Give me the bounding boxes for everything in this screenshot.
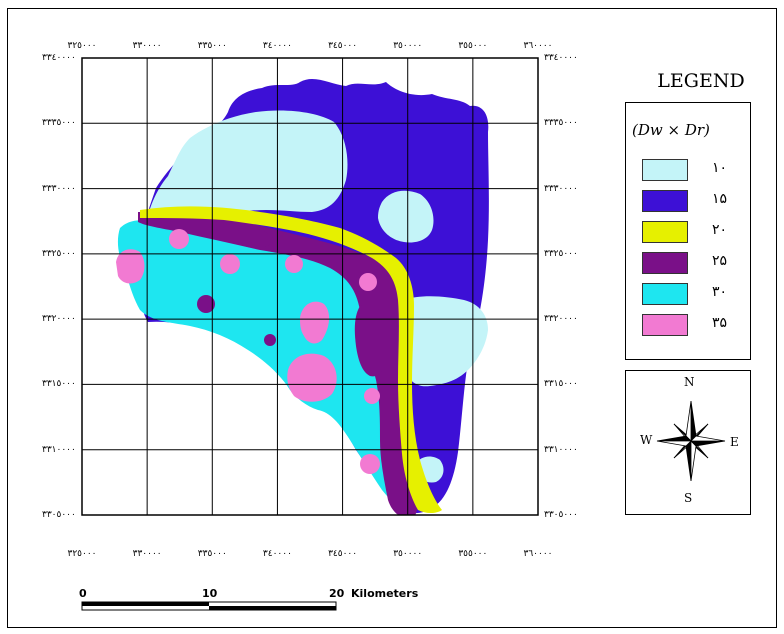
region-class-35 [359, 273, 377, 291]
legend-title: LEGEND [657, 70, 745, 92]
tick-label: ٣٣٣٠٠٠٠ [42, 183, 76, 194]
tick-label: ٣٣١٠٠٠٠ [544, 444, 578, 455]
map-border [81, 57, 539, 516]
region-class-35 [364, 388, 380, 404]
tick-label: ٣٣١٥٠٠٠ [42, 379, 76, 390]
tick-label: ٣٥٠٠٠٠ [393, 549, 423, 559]
tick-label: ٣٣٢٥٠٠٠ [42, 248, 76, 259]
region-class-25 [138, 212, 419, 515]
coordinate-grid [81, 57, 539, 516]
tick-label: ٣٥٠٠٠٠ [393, 41, 423, 51]
tick-label: ٣٤٥٠٠٠ [328, 549, 358, 559]
tick-label: ٣٥٥٠٠٠ [458, 41, 488, 51]
tick-label: ٣٣٢٠٠٠٠ [42, 314, 76, 325]
south-label: S [684, 491, 693, 505]
scale-label-10: 10 [202, 587, 218, 600]
region-class-35 [220, 254, 240, 274]
tick-label: ٣٦٠٠٠٠ [523, 41, 553, 51]
region-class-25 [264, 334, 276, 346]
tick-label: ٣٤٥٠٠٠ [328, 41, 358, 51]
region-class-25 [237, 227, 274, 248]
tick-label: ٣٣٠٠٠٠ [132, 41, 162, 51]
legend-label: ٣۵ [712, 315, 728, 331]
legend: (Dw × Dr) ١٠ ١۵ ٢٠ ٢۵ ٣٠ ٣۵ [625, 102, 751, 360]
region-class-10 [378, 190, 434, 243]
tick-label: ٣٣٣٥٠٠٠ [544, 118, 578, 129]
tick-label: ٣٣٤٠٠٠٠ [42, 53, 76, 63]
region-class-35 [300, 301, 330, 344]
legend-swatch [642, 252, 688, 274]
legend-label: ٣٠ [712, 284, 728, 300]
scale-bar [81, 601, 337, 611]
tick-label: ٣٤٠٠٠٠ [262, 549, 292, 559]
scale-unit: Kilometers [351, 587, 419, 600]
tick-label: ٣٥٥٠٠٠ [458, 549, 488, 559]
tick-label: ٣٣٢٠٠٠٠ [544, 314, 578, 325]
legend-label: ٢٠ [712, 222, 728, 238]
tick-label: ٣٣١٥٠٠٠ [544, 379, 578, 390]
region-class-25 [197, 295, 215, 313]
tick-label: ٣٢٥٠٠٠ [67, 549, 97, 559]
region-class-35 [285, 255, 303, 273]
compass-rose-icon [656, 400, 726, 482]
region-class-35 [169, 229, 189, 249]
legend-label: ١۵ [712, 191, 728, 207]
scale-bar-segment [209, 606, 336, 610]
legend-swatch [642, 159, 688, 181]
tick-label: ٣٣٠٥٠٠٠ [42, 510, 76, 520]
west-label: W [640, 433, 653, 447]
north-label: N [684, 375, 695, 389]
tick-label: ٣٣٠٠٠٠ [132, 549, 162, 559]
tick-label: ٣٣٢٥٠٠٠ [544, 248, 578, 259]
region-class-35 [360, 454, 380, 474]
map-regions [116, 78, 489, 515]
legend-item: ٣٠ [642, 283, 742, 309]
legend-swatch [642, 314, 688, 336]
tick-label: ٣٢٥٠٠٠ [67, 41, 97, 51]
tick-label: ٣٦٠٠٠٠ [523, 549, 553, 559]
tick-label: ٣٣٣٠٠٠٠ [544, 183, 578, 194]
legend-label: ١٠ [712, 160, 728, 176]
legend-item: ٢٠ [642, 221, 742, 247]
legend-item: ٢۵ [642, 252, 742, 278]
region-class-25 [354, 304, 388, 377]
tick-label: ٣٣٥٠٠٠ [197, 549, 227, 559]
region-class-10 [402, 296, 488, 387]
scale-label-20: 20 [329, 587, 345, 600]
legend-label: ٢۵ [712, 253, 728, 269]
region-class-30 [117, 220, 409, 507]
tick-label: ٣٣٣٥٠٠٠ [42, 118, 76, 129]
legend-variable: (Dw × Dr) [632, 121, 710, 139]
region-class-10 [146, 110, 348, 226]
scale-bar-segment [82, 602, 209, 606]
scale-label-0: 0 [79, 587, 87, 600]
legend-swatch [642, 283, 688, 305]
legend-swatch [642, 190, 688, 212]
tick-label: ٣٣٤٠٠٠٠ [544, 53, 578, 63]
tick-label: ٣٣١٠٠٠٠ [42, 444, 76, 455]
legend-item: ١۵ [642, 190, 742, 216]
legend-item: ٣۵ [642, 314, 742, 340]
region-class-20 [140, 206, 442, 513]
tick-label: ٣٣٠٥٠٠٠ [544, 510, 578, 520]
north-arrow-box: N S W E [625, 370, 751, 515]
legend-item: ١٠ [642, 159, 742, 185]
tick-label: ٣٤٠٠٠٠ [262, 41, 292, 51]
region-class-35 [287, 353, 337, 402]
legend-swatch [642, 221, 688, 243]
region-class-35 [116, 249, 145, 284]
east-label: E [730, 435, 739, 449]
tick-label: ٣٣٥٠٠٠ [197, 41, 227, 51]
